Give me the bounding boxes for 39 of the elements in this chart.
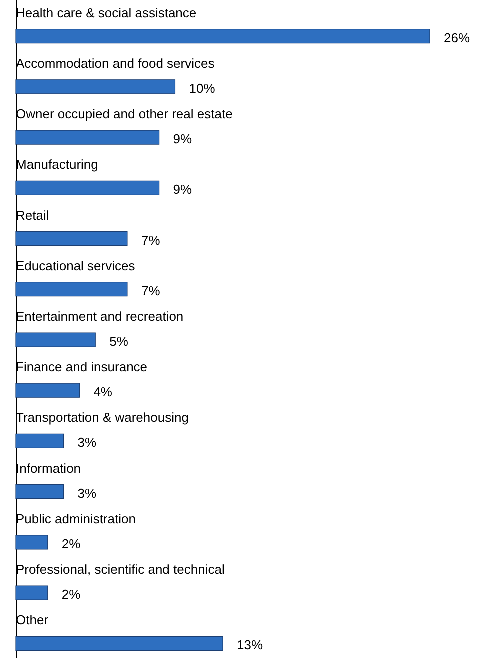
y-tick-label: Manufacturing (16, 157, 98, 172)
data-label: 9% (173, 132, 193, 147)
bar (16, 535, 48, 550)
y-tick-label: Retail (16, 208, 50, 223)
bar (16, 231, 128, 246)
bar (16, 484, 64, 500)
y-tick-label: Other (16, 612, 50, 628)
data-label: 26% (444, 30, 470, 46)
data-label: 3% (78, 435, 97, 450)
data-label: 7% (141, 232, 161, 248)
y-tick-label: Accommodation and food services (16, 56, 216, 71)
bar (16, 332, 96, 348)
bar (16, 383, 80, 398)
y-tick-label: Public administration (16, 511, 136, 526)
y-tick-label: Professional, scientific and technical (16, 562, 225, 578)
y-tick-label: Educational services (16, 258, 136, 274)
data-label: 13% (237, 638, 264, 653)
y-tick-label: Transportation & warehousing (16, 410, 189, 426)
y-tick-label: Owner occupied and other real estate (16, 106, 233, 122)
bar (16, 180, 160, 196)
data-label: 10% (189, 80, 216, 96)
data-label: 9% (173, 182, 193, 198)
bar (16, 282, 128, 297)
bar (16, 434, 64, 449)
bar (16, 29, 430, 44)
bar (16, 636, 224, 651)
bar (16, 586, 48, 600)
y-tick-label: Entertainment and recreation (16, 309, 184, 324)
y-tick-label: Health care & social assistance (16, 5, 197, 20)
bar (16, 80, 176, 94)
y-tick-label: Finance and insurance (16, 360, 148, 375)
data-label: 2% (62, 587, 82, 602)
y-tick-label: Information (16, 460, 82, 476)
data-label: 2% (62, 536, 82, 552)
data-label: 4% (94, 384, 113, 400)
data-label: 5% (110, 334, 129, 349)
data-label: 3% (78, 486, 97, 501)
bar (16, 130, 160, 145)
data-label: 7% (141, 283, 161, 298)
